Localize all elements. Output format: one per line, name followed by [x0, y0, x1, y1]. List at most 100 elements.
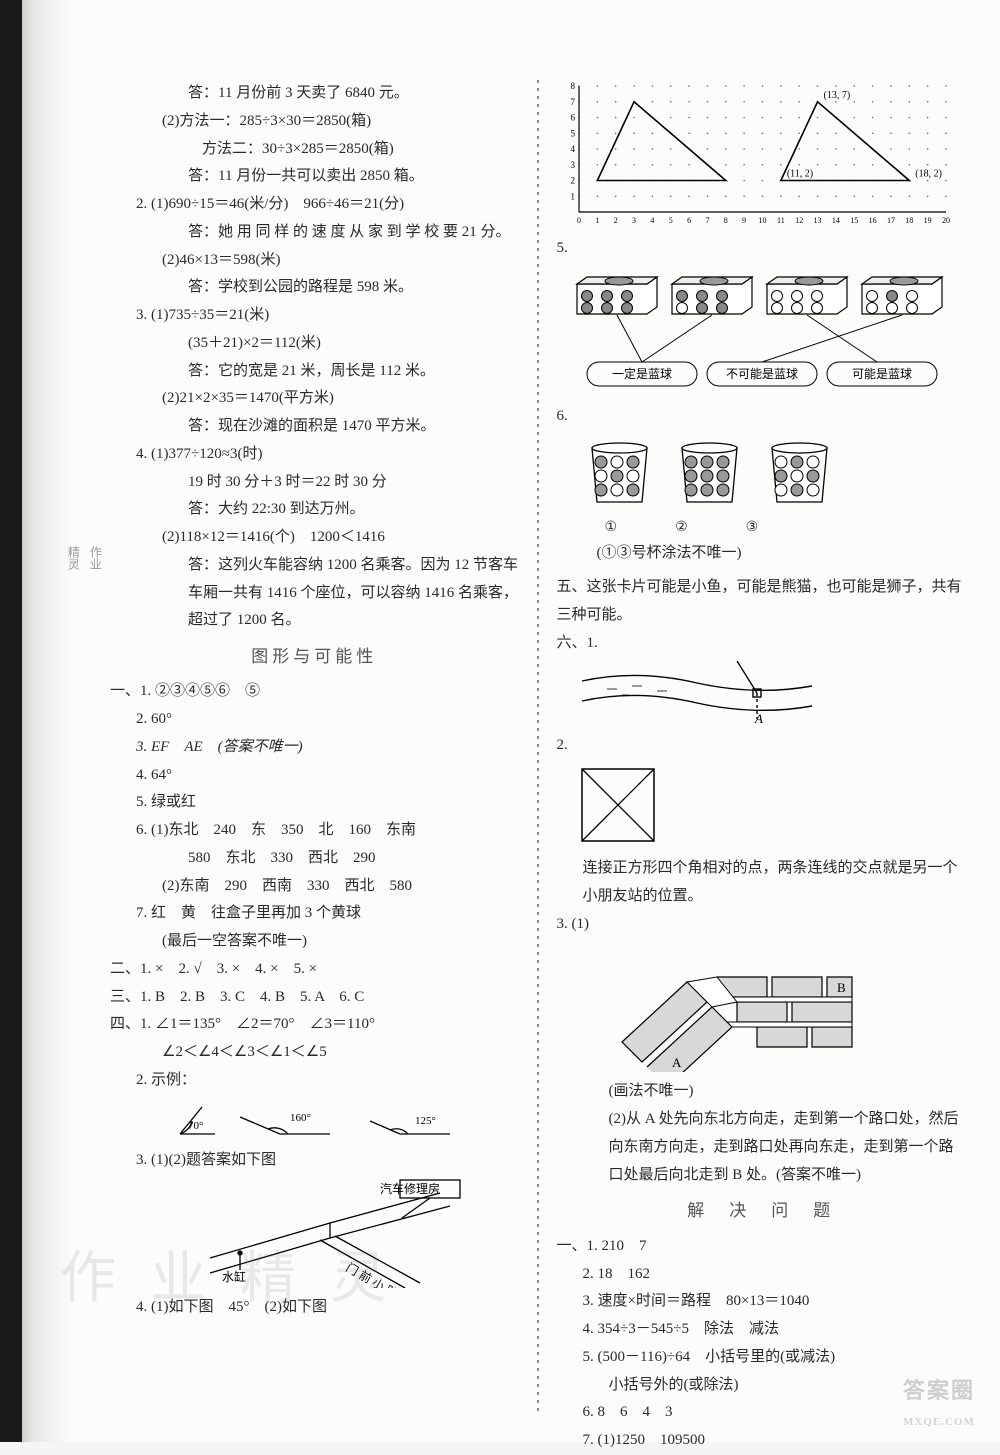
angle-label-1: 70° [188, 1120, 203, 1132]
text-line: 一、1. ②③④⑤⑥ ⑤ [110, 678, 519, 706]
angle-label-2: 160° [290, 1112, 311, 1124]
street-grid: A B [617, 942, 966, 1072]
text-line: 4. (1)377÷120≈3(时) [110, 441, 519, 469]
text-line: 7. 红 黄 往盒子里再加 3 个黄球 [110, 900, 519, 928]
svg-text:13: 13 [813, 216, 821, 225]
map-label-1: 汽车修理房 [380, 1181, 440, 1196]
text-line: 580 东北 330 西北 290 [110, 845, 519, 873]
cup-label-2: ② [675, 515, 688, 541]
street-B: B [837, 980, 846, 995]
text-line: 4. 354÷3－545÷5 除法 减法 [557, 1316, 966, 1344]
text-line: (画法不唯一) [557, 1078, 966, 1106]
q6-label: 6. [557, 403, 966, 431]
box-matching: 一定是蓝球 不可能是蓝球 可能是蓝球 [567, 267, 966, 397]
wm-corner-2: MXQE.COM [903, 1412, 975, 1432]
text-line: 答：大约 22:30 到达万州。 [110, 496, 519, 524]
svg-text:1: 1 [595, 216, 599, 225]
coord-svg: 1234567801234567891011121314151617181920… [557, 80, 957, 235]
map-label-3: 门 前 小 路 [344, 1260, 401, 1288]
text-line: 答：这列火车能容纳 1200 名乘客。因为 12 节客车车厢一共有 1416 个… [110, 552, 519, 635]
text-line: 五、这张卡片可能是小鱼，可能是熊猫，也可能是狮子，共有三种可能。 [557, 574, 966, 630]
text-line: 连接正方形四个角相对的点，两条连线的交点就是另一个小朋友站的位置。 [557, 855, 966, 911]
cup-label-3: ③ [746, 515, 759, 541]
svg-text:(13, 7): (13, 7) [823, 90, 850, 101]
square-svg [577, 764, 662, 849]
svg-text:(18, 2): (18, 2) [915, 169, 942, 180]
section-title: 图形与可能性 [110, 635, 519, 678]
box-label-a: 一定是蓝球 [611, 366, 671, 381]
text-line: 3. (1) [557, 911, 966, 939]
river-svg: A [577, 661, 817, 726]
text-line: (2)方法一：285÷3×30＝2850(箱) [110, 108, 519, 136]
text-line: (2)118×12＝1416(个) 1200＜1416 [110, 524, 519, 552]
text-line: 四、1. ∠1＝135° ∠2＝70° ∠3＝110° [110, 1011, 519, 1039]
section-title-2: 解 决 问 题 [557, 1189, 966, 1232]
text-line: 3. (1)(2)题答案如下图 [110, 1147, 519, 1175]
text-line: 答：11 月份一共可以卖出 2850 箱。 [110, 163, 519, 191]
text-line: 答：现在沙滩的面积是 1470 平方米。 [110, 413, 519, 441]
text-line: 19 时 30 分＋3 时＝22 时 30 分 [110, 469, 519, 497]
svg-text:1: 1 [570, 191, 575, 201]
svg-text:16: 16 [868, 216, 876, 225]
left-column: 答：11 月份前 3 天卖了 6840 元。 (2)方法一：285÷3×30＝2… [110, 80, 519, 1412]
q5-label: 5. [557, 235, 966, 263]
text-line: 2. [557, 732, 966, 760]
svg-text:5: 5 [570, 128, 575, 138]
svg-text:10: 10 [758, 216, 766, 225]
map-diagram: 汽车修理房 水缸 门 前 小 路 [180, 1178, 519, 1288]
svg-text:0: 0 [577, 216, 581, 225]
text-line: 答：学校到公园的路程是 598 米。 [110, 274, 519, 302]
text-line: (2)46×13＝598(米) [110, 247, 519, 275]
text-line: 一、1. 210 7 [557, 1233, 966, 1261]
text-line: 答：它的宽是 21 米，周长是 112 米。 [110, 358, 519, 386]
point-A: A [754, 711, 763, 726]
wm-corner-1: 答案圈 [903, 1378, 975, 1403]
text-line: 答：11 月份前 3 天卖了 6840 元。 [110, 80, 519, 108]
tab-text-1: 作业 [84, 546, 106, 570]
street-A: A [672, 1055, 682, 1070]
box-matching-svg: 一定是蓝球 不可能是蓝球 可能是蓝球 [567, 267, 957, 397]
tab-text-2: 精灵 [62, 546, 84, 570]
svg-text:2: 2 [613, 216, 617, 225]
cup-label-1: ① [605, 515, 618, 541]
text-line: 5. 绿或红 [110, 789, 519, 817]
cup-note: (①③号杯涂法不唯一) [577, 540, 966, 568]
text-line: ∠2＜∠4＜∠3＜∠1＜∠5 [110, 1039, 519, 1067]
column-divider [537, 80, 539, 1412]
text-line: (2)从 A 处先向东北方向走，走到第一个路口处，然后向东南方向走，走到路口处再… [557, 1106, 966, 1189]
text-line: 4. 64° [110, 762, 519, 790]
cups-diagram: ① ② ③ (①③号杯涂法不唯一) [577, 435, 966, 569]
svg-text:18: 18 [905, 216, 913, 225]
svg-text:8: 8 [723, 216, 727, 225]
svg-text:(11, 2): (11, 2) [786, 169, 812, 180]
text-line: 二、1. × 2. √ 3. × 4. × 5. × [110, 956, 519, 984]
page-root: 作业 精灵 答：11 月份前 3 天卖了 6840 元。 (2)方法一：285÷… [0, 0, 1000, 1442]
two-column-layout: 答：11 月份前 3 天卖了 6840 元。 (2)方法一：285÷3×30＝2… [110, 80, 965, 1412]
svg-text:14: 14 [831, 216, 839, 225]
svg-text:7: 7 [705, 216, 709, 225]
angle-examples: 70° 160° 125° [170, 1099, 519, 1141]
box-label-c: 可能是蓝球 [851, 367, 911, 381]
text-line: (2)东南 290 西南 330 西北 580 [110, 873, 519, 901]
text-line: 3. EF AE (答案不唯一) [110, 734, 519, 762]
text-line: 6. (1)东北 240 东 350 北 160 东南 [110, 817, 519, 845]
book-binding [0, 0, 22, 1442]
text-line: 2. 18 162 [557, 1261, 966, 1289]
text-line: 三、1. B 2. B 3. C 4. B 5. A 6. C [110, 984, 519, 1012]
binding-shadow [22, 0, 72, 1442]
angle-label-3: 125° [415, 1115, 436, 1127]
box-label-b: 不可能是蓝球 [725, 367, 797, 381]
text-line: (2)21×2×35＝1470(平方米) [110, 385, 519, 413]
svg-text:6: 6 [570, 113, 575, 123]
right-column: 1234567801234567891011121314151617181920… [557, 80, 966, 1412]
square-diagonals [577, 764, 966, 849]
side-tab: 作业 精灵 [60, 540, 108, 576]
text-line: (最后一空答案不唯一) [110, 928, 519, 956]
svg-text:3: 3 [632, 216, 636, 225]
street-svg: A B [617, 942, 857, 1072]
svg-text:3: 3 [570, 160, 575, 170]
map-label-2: 水缸 [222, 1269, 246, 1284]
text-line: 4. (1)如下图 45° (2)如下图 [110, 1294, 519, 1322]
watermark-corner: 答案圈 MXQE.COM [903, 1371, 975, 1432]
svg-text:20: 20 [942, 216, 950, 225]
